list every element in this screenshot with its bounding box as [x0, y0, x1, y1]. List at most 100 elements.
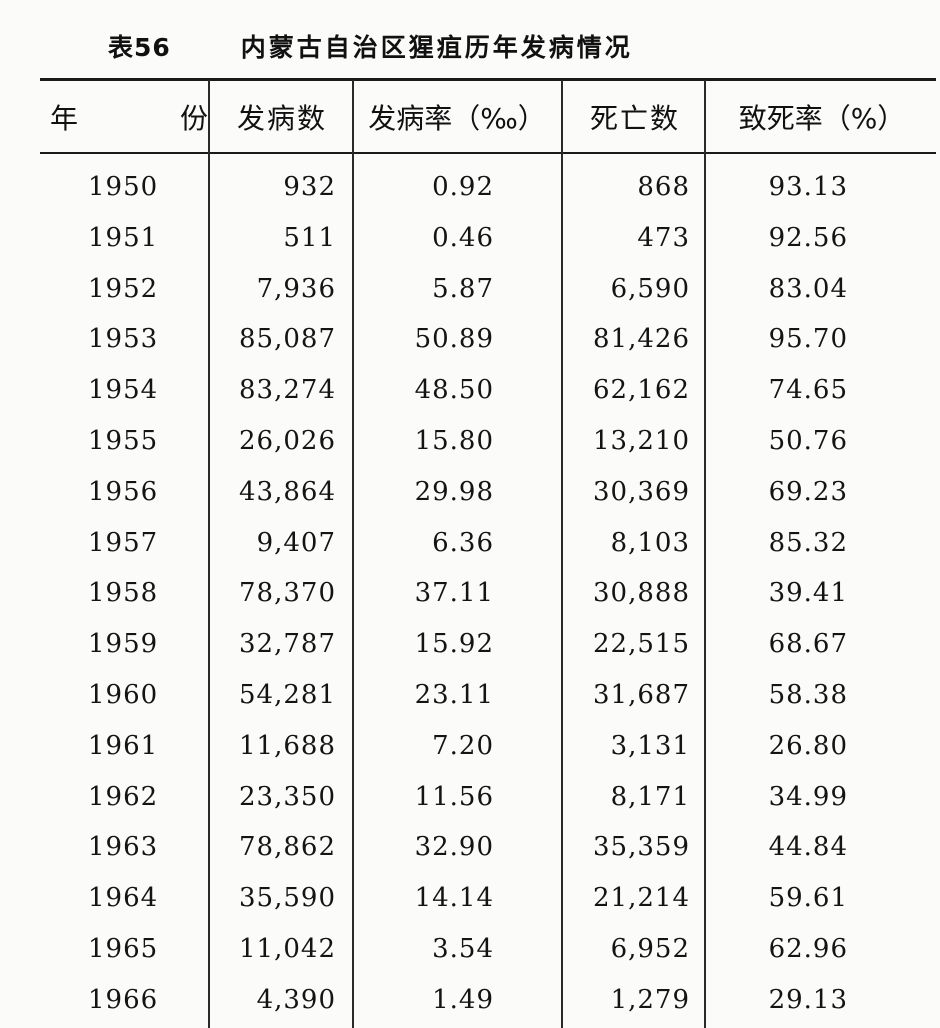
- cell-deaths: 31,687: [593, 679, 690, 710]
- cell-cases: 7,936: [256, 273, 336, 304]
- cell-deaths: 21,214: [593, 883, 690, 914]
- column-divider: [561, 80, 563, 1028]
- header-year-part2: 份: [179, 101, 208, 135]
- cell-fatality-rate: 26.80: [768, 730, 848, 761]
- table-row: 1959 32,787 15.92 22,515 68.67: [0, 619, 940, 670]
- cell-cases: 9,407: [256, 527, 336, 558]
- cell-incidence-rate: 1.49: [432, 984, 494, 1015]
- cell-cases: 43,864: [239, 476, 336, 507]
- cell-incidence-rate: 14.14: [414, 883, 494, 914]
- table-row: 1951 511 0.46 473 92.56: [0, 213, 940, 264]
- cell-fatality-rate: 69.23: [768, 476, 848, 507]
- cell-cases: 4,390: [256, 984, 336, 1015]
- cell-deaths: 13,210: [593, 425, 690, 456]
- table-row: 1955 26,026 15.80 13,210 50.76: [0, 416, 940, 467]
- cell-incidence-rate: 15.80: [414, 425, 494, 456]
- table-row: 1961 11,688 7.20 3,131 26.80: [0, 721, 940, 772]
- cell-incidence-rate: 29.98: [414, 476, 494, 507]
- cell-incidence-rate: 32.90: [414, 832, 494, 863]
- cell-incidence-rate: 6.36: [432, 527, 494, 558]
- cell-incidence-rate: 23.11: [414, 679, 494, 710]
- table-row: 1964 35,590 14.14 21,214 59.61: [0, 873, 940, 924]
- cell-incidence-rate: 7.20: [432, 730, 494, 761]
- cell-deaths: 30,369: [593, 476, 690, 507]
- cell-year: 1965: [88, 933, 159, 964]
- cell-year: 1964: [88, 883, 159, 914]
- cell-deaths: 868: [637, 172, 690, 202]
- cell-incidence-rate: 48.50: [414, 375, 494, 406]
- table-body: 1950 932 0.92 868 93.13 1951 511 0.46 473 92.56 19…: [0, 162, 940, 1026]
- cell-deaths: 1,279: [610, 984, 690, 1015]
- cell-year: 1956: [88, 476, 159, 507]
- cell-year: 1959: [88, 629, 159, 660]
- cell-fatality-rate: 83.04: [768, 273, 848, 304]
- cell-cases: 26,026: [239, 425, 336, 456]
- cell-incidence-rate: 50.89: [414, 324, 494, 355]
- cell-fatality-rate: 50.76: [768, 425, 848, 456]
- cell-cases: 11,042: [239, 933, 336, 964]
- table-row: 1965 11,042 3.54 6,952 62.96: [0, 924, 940, 975]
- cell-year: 1958: [88, 578, 159, 609]
- cell-year: 1951: [88, 222, 159, 253]
- cell-cases: 11,688: [239, 730, 336, 761]
- cell-deaths: 81,426: [593, 324, 690, 355]
- table-row: 1956 43,864 29.98 30,369 69.23: [0, 467, 940, 518]
- cell-fatality-rate: 44.84: [768, 832, 848, 863]
- table-number: 表56: [108, 33, 171, 62]
- cell-deaths: 8,171: [610, 781, 690, 812]
- cell-incidence-rate: 3.54: [432, 933, 494, 964]
- cell-incidence-rate: 0.46: [432, 222, 494, 253]
- header-deaths: 死亡数: [589, 101, 680, 135]
- cell-fatality-rate: 74.65: [768, 375, 848, 406]
- table-header-rule: [40, 152, 936, 154]
- header-incidence-rate: 发病率（‰）: [368, 101, 546, 135]
- table-row: 1962 23,350 11.56 8,171 34.99: [0, 772, 940, 823]
- table-row: 1966 4,390 1.49 1,279 29.13: [0, 975, 940, 1026]
- header-fatality-rate: 致死率（%）: [738, 101, 906, 135]
- cell-year: 1953: [88, 324, 159, 355]
- cell-fatality-rate: 93.13: [768, 172, 848, 202]
- cell-deaths: 473: [637, 222, 690, 253]
- cell-year: 1961: [88, 730, 159, 761]
- column-divider: [704, 80, 706, 1028]
- cell-deaths: 3,131: [610, 730, 690, 761]
- cell-cases: 78,862: [239, 832, 336, 863]
- cell-incidence-rate: 37.11: [414, 578, 494, 609]
- table-row: 1960 54,281 23.11 31,687 58.38: [0, 670, 940, 721]
- cell-fatality-rate: 92.56: [768, 222, 848, 253]
- cell-cases: 23,350: [239, 781, 336, 812]
- cell-fatality-rate: 85.32: [768, 527, 848, 558]
- cell-cases: 35,590: [239, 883, 336, 914]
- cell-year: 1963: [88, 832, 159, 863]
- cell-year: 1966: [88, 984, 159, 1015]
- cell-year: 1962: [88, 781, 159, 812]
- cell-deaths: 35,359: [593, 832, 690, 863]
- cell-cases: 78,370: [239, 578, 336, 609]
- cell-fatality-rate: 34.99: [768, 781, 848, 812]
- table-top-rule: [40, 78, 936, 81]
- cell-deaths: 6,952: [610, 933, 690, 964]
- cell-fatality-rate: 62.96: [768, 933, 848, 964]
- cell-cases: 932: [283, 172, 336, 202]
- cell-cases: 54,281: [239, 679, 336, 710]
- cell-deaths: 30,888: [593, 578, 690, 609]
- cell-cases: 83,274: [239, 375, 336, 406]
- table-title: 内蒙古自治区猩疽历年发病情况: [240, 33, 633, 62]
- cell-incidence-rate: 0.92: [432, 172, 494, 202]
- table-row: 1958 78,370 37.11 30,888 39.41: [0, 568, 940, 619]
- header-year: 年 份: [50, 81, 208, 152]
- cell-year: 1952: [88, 273, 159, 304]
- header-year-part1: 年: [50, 101, 79, 135]
- cell-fatality-rate: 95.70: [768, 324, 848, 355]
- cell-fatality-rate: 39.41: [768, 578, 848, 609]
- cell-year: 1954: [88, 375, 159, 406]
- table-caption: 表56 内蒙古自治区猩疽历年发病情况: [108, 26, 633, 66]
- cell-cases: 85,087: [239, 324, 336, 355]
- cell-incidence-rate: 5.87: [432, 273, 494, 304]
- cell-fatality-rate: 29.13: [768, 984, 848, 1015]
- cell-incidence-rate: 15.92: [414, 629, 494, 660]
- cell-year: 1957: [88, 527, 159, 558]
- cell-deaths: 22,515: [593, 629, 690, 660]
- cell-fatality-rate: 68.67: [768, 629, 848, 660]
